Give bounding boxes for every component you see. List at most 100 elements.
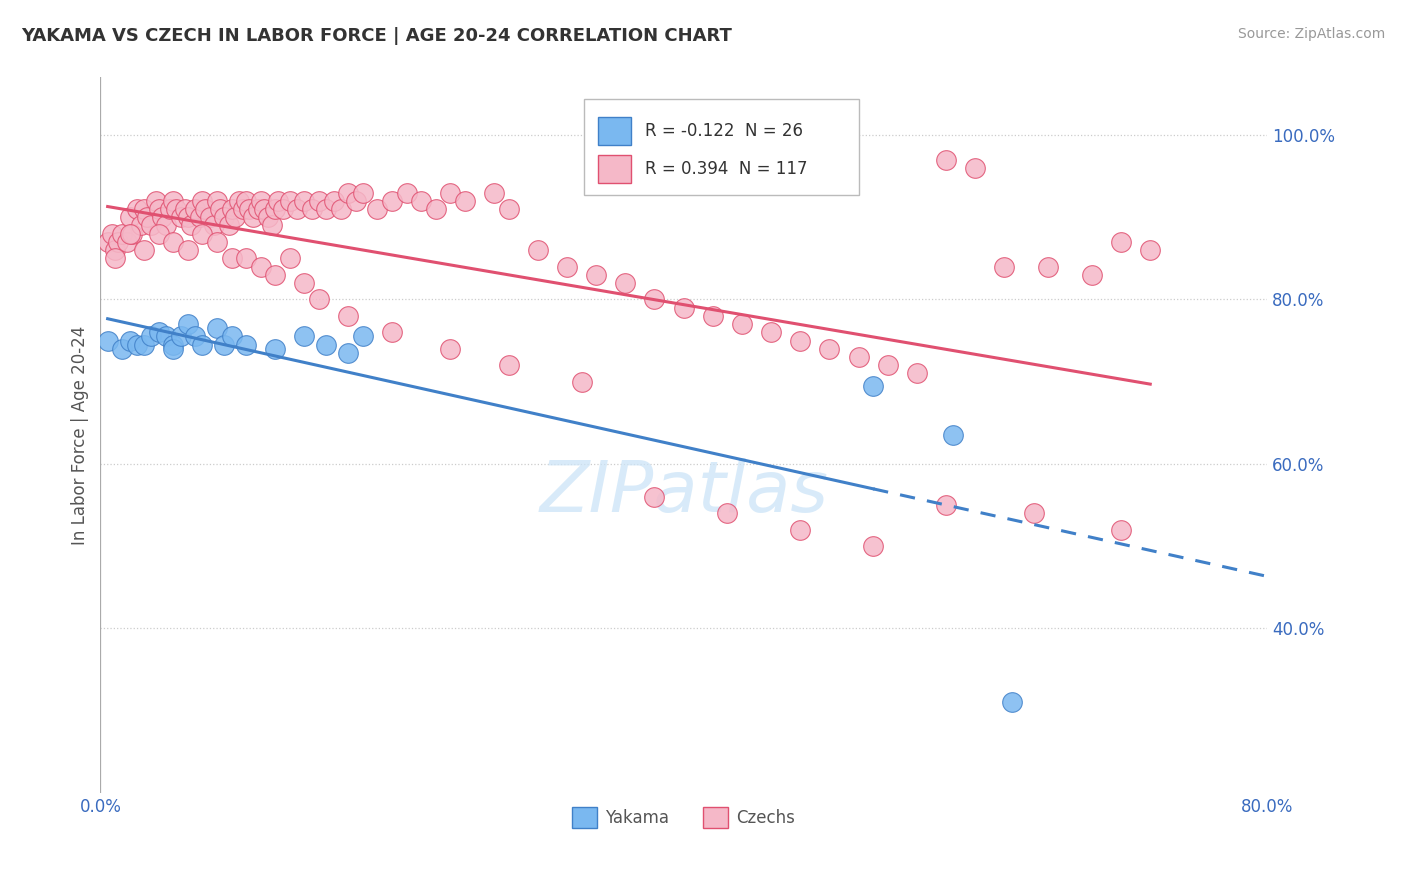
Point xyxy=(104,243,127,257)
Point xyxy=(165,202,187,216)
Point xyxy=(716,506,738,520)
Point xyxy=(271,202,294,216)
Point xyxy=(221,252,243,266)
Point xyxy=(125,337,148,351)
Point xyxy=(205,194,228,208)
Point xyxy=(150,210,173,224)
Y-axis label: In Labor Force | Age 20-24: In Labor Force | Age 20-24 xyxy=(72,326,89,545)
Point xyxy=(232,202,254,216)
Point xyxy=(482,186,505,200)
Point xyxy=(789,334,811,348)
Text: R = 0.394  N = 117: R = 0.394 N = 117 xyxy=(645,160,807,178)
Point xyxy=(308,293,330,307)
Point xyxy=(214,337,236,351)
Point xyxy=(905,367,928,381)
Point xyxy=(257,210,280,224)
Point xyxy=(381,326,404,340)
Point xyxy=(218,219,240,233)
Point xyxy=(111,342,134,356)
Point xyxy=(294,329,316,343)
Point xyxy=(118,334,141,348)
Point xyxy=(228,194,250,208)
Point xyxy=(194,202,217,216)
Point xyxy=(262,219,284,233)
Point xyxy=(264,268,287,282)
Point xyxy=(267,194,290,208)
Point xyxy=(148,202,170,216)
Point xyxy=(246,202,269,216)
Point xyxy=(208,202,231,216)
Point xyxy=(344,194,367,208)
Point xyxy=(155,219,177,233)
Point xyxy=(111,227,134,241)
Point xyxy=(174,202,197,216)
Point xyxy=(191,194,214,208)
Point xyxy=(235,194,257,208)
Point xyxy=(238,202,260,216)
Point xyxy=(315,202,337,216)
Point xyxy=(1022,506,1045,520)
Point xyxy=(148,326,170,340)
Bar xyxy=(599,155,631,183)
Point xyxy=(136,210,159,224)
Point xyxy=(97,334,120,348)
Point xyxy=(118,210,141,224)
Point xyxy=(366,202,388,216)
Point xyxy=(242,210,264,224)
Point xyxy=(527,243,550,257)
Point xyxy=(1109,235,1132,249)
Point xyxy=(395,186,418,200)
Point xyxy=(337,309,360,323)
Point xyxy=(141,219,163,233)
Point xyxy=(643,293,665,307)
Text: YAKAMA VS CZECH IN LABOR FORCE | AGE 20-24 CORRELATION CHART: YAKAMA VS CZECH IN LABOR FORCE | AGE 20-… xyxy=(21,27,733,45)
Point xyxy=(993,260,1015,274)
Point xyxy=(1001,695,1024,709)
Point xyxy=(249,194,271,208)
Point xyxy=(162,235,184,249)
Point xyxy=(278,252,301,266)
Point xyxy=(789,523,811,537)
Point xyxy=(285,202,308,216)
Point xyxy=(337,346,360,360)
Point xyxy=(585,268,607,282)
Point xyxy=(169,329,191,343)
Point xyxy=(184,329,207,343)
Point xyxy=(381,194,404,208)
Point xyxy=(129,219,152,233)
Point xyxy=(184,202,207,216)
Point xyxy=(965,161,987,175)
Point xyxy=(132,243,155,257)
Point xyxy=(935,498,957,512)
Point xyxy=(818,342,841,356)
Point xyxy=(107,235,129,249)
Point xyxy=(672,301,695,315)
Point xyxy=(425,202,447,216)
Point xyxy=(235,252,257,266)
Point xyxy=(862,539,884,553)
Point xyxy=(264,342,287,356)
Point xyxy=(264,202,287,216)
Point xyxy=(155,329,177,343)
Point xyxy=(848,350,870,364)
Point xyxy=(101,227,124,241)
Text: Source: ZipAtlas.com: Source: ZipAtlas.com xyxy=(1237,27,1385,41)
Point xyxy=(162,342,184,356)
Point xyxy=(571,375,593,389)
Point xyxy=(294,194,316,208)
Point xyxy=(221,202,243,216)
Point xyxy=(191,227,214,241)
Point xyxy=(132,337,155,351)
Point xyxy=(876,358,898,372)
Point xyxy=(614,276,637,290)
Bar xyxy=(585,99,859,195)
Point xyxy=(253,202,276,216)
Point xyxy=(115,235,138,249)
Point xyxy=(224,210,246,224)
Point xyxy=(555,260,578,274)
Point xyxy=(278,194,301,208)
Point xyxy=(329,202,352,216)
Point xyxy=(118,227,141,241)
Point xyxy=(162,194,184,208)
Point xyxy=(315,337,337,351)
